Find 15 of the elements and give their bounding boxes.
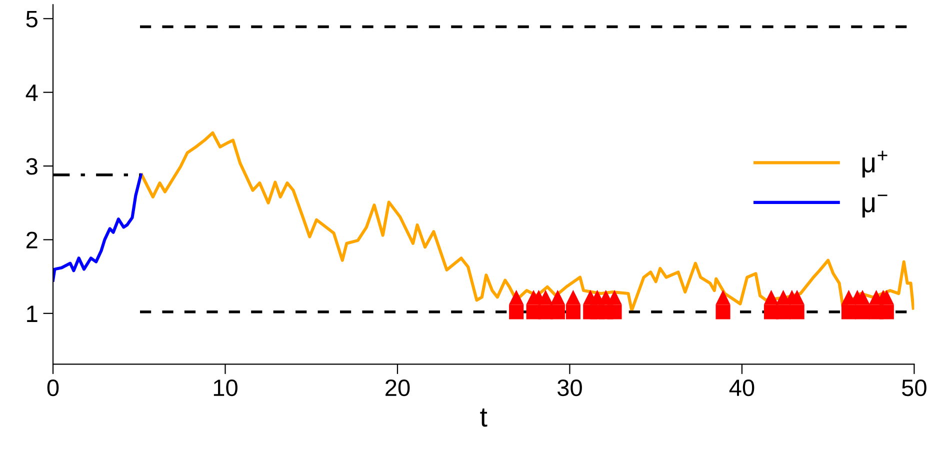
line-series bbox=[53, 173, 142, 282]
x-tick-label: 10 bbox=[214, 379, 238, 396]
y-tick-label: 2 bbox=[26, 232, 38, 248]
legend-label: μ$^{−}$ bbox=[862, 194, 888, 218]
y-tick-label: 4 bbox=[26, 84, 38, 101]
x-axis-title: t bbox=[480, 408, 488, 427]
x-tick-label: 20 bbox=[386, 379, 410, 396]
x-tick-label: 0 bbox=[47, 379, 59, 396]
x-tick-label: 30 bbox=[557, 379, 582, 396]
x-tick-label: 50 bbox=[902, 379, 926, 396]
x-tick-label: 40 bbox=[729, 379, 754, 396]
y-tick-label: 5 bbox=[26, 10, 38, 28]
y-tick-label: 1 bbox=[27, 306, 38, 322]
y-tick-label: 3 bbox=[26, 158, 38, 175]
legend-label: μ$^{+}$ bbox=[862, 150, 888, 178]
